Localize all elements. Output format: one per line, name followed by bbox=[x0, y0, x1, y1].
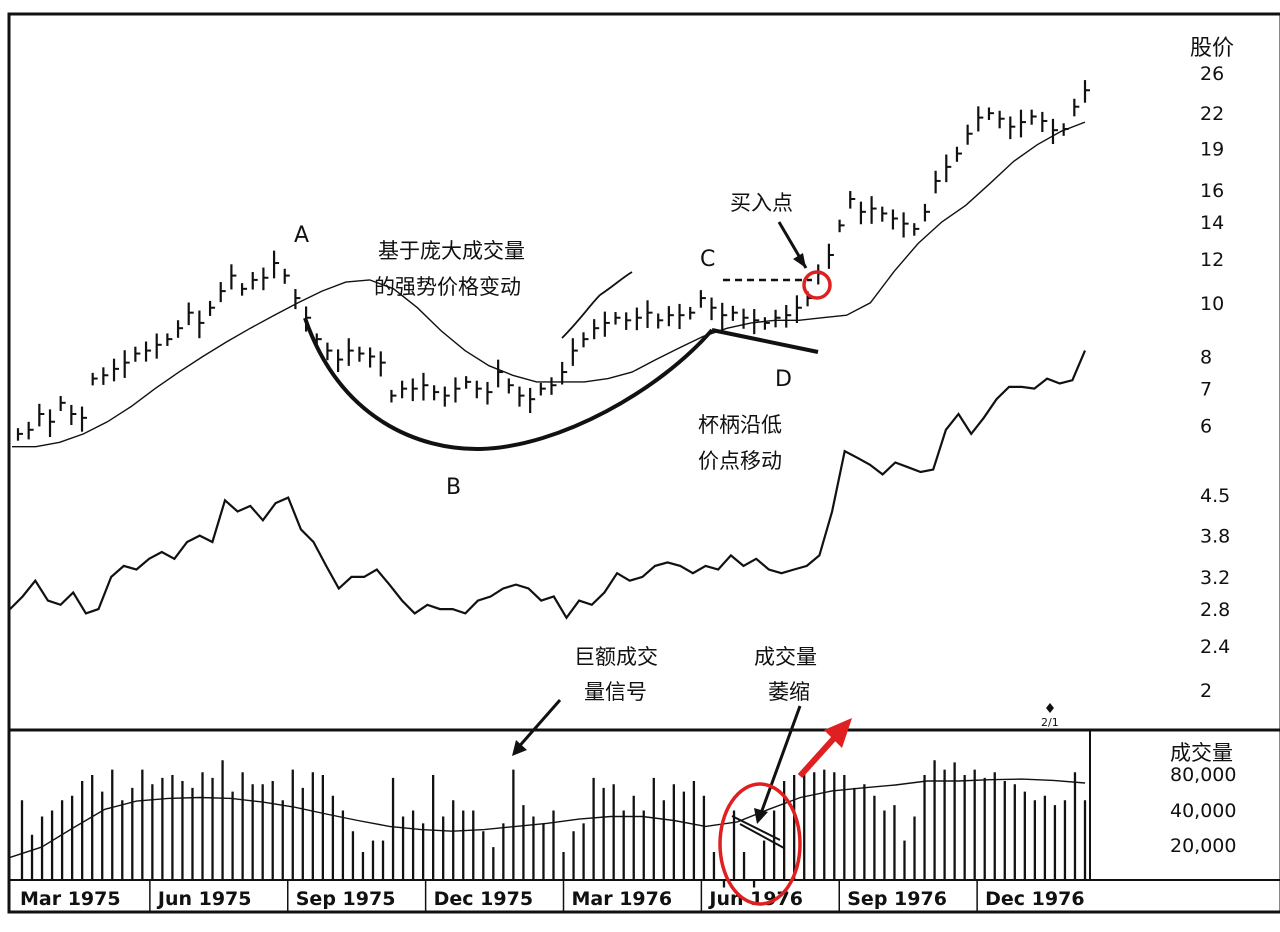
volume-dryup-note-line2: 萎缩 bbox=[768, 680, 810, 704]
date-tick-label: Mar 1976 bbox=[572, 888, 673, 910]
price-bars bbox=[16, 80, 1090, 441]
volume-axis-title: 成交量 bbox=[1170, 741, 1233, 765]
date-tick-label: Jun 1976 bbox=[707, 888, 803, 910]
price-tick-label: 16 bbox=[1200, 180, 1224, 202]
strong-move-note-line1: 基于庞大成交量 bbox=[378, 239, 525, 263]
volume-ma-layer bbox=[9, 778, 1086, 859]
volume-panel-frame bbox=[7, 728, 1280, 914]
date-tick-label: Dec 1975 bbox=[434, 888, 533, 910]
buy-point-note: 买入点 bbox=[730, 191, 793, 215]
price-tick-label: 3.2 bbox=[1200, 567, 1230, 589]
price-tick-label: 14 bbox=[1200, 212, 1224, 234]
volume-decline-line-1 bbox=[731, 815, 781, 841]
volume-axis-ticks: 80,000 40,000 20,000 bbox=[1170, 764, 1236, 857]
volume-tick-label: 40,000 bbox=[1170, 800, 1236, 822]
volume-signal-note-line1: 巨额成交 bbox=[574, 645, 658, 669]
volume-signal-arrowhead bbox=[512, 740, 527, 756]
breakout-volume-arrow bbox=[797, 733, 839, 779]
price-tick-label: 26 bbox=[1200, 63, 1224, 85]
date-marker-label: 2/1 bbox=[1041, 716, 1059, 729]
date-tick-label: Sep 1976 bbox=[847, 888, 947, 910]
breakout-volume-arrowhead bbox=[824, 718, 852, 748]
price-tick-label: 3.8 bbox=[1200, 526, 1230, 548]
volume-dryup-arrow bbox=[758, 705, 802, 817]
volume-tick-label: 20,000 bbox=[1170, 835, 1236, 857]
price-tick-label: 2 bbox=[1200, 680, 1212, 702]
price-axis-title: 股价 bbox=[1190, 36, 1234, 61]
date-marker-diamond bbox=[1046, 703, 1054, 713]
volume-moving-average-line bbox=[9, 778, 1086, 859]
volume-dryup-note-line1: 成交量 bbox=[754, 645, 817, 669]
price-axis-ticks: 26 22 19 16 14 12 10 8 7 6 4.5 3.8 3.2 2.8 2.4 2 bbox=[1200, 63, 1230, 702]
price-tick-label: 6 bbox=[1200, 416, 1212, 438]
date-tick-label: Mar 1975 bbox=[20, 888, 121, 910]
date-axis-ticks: Mar 1975 Jun 1975 Sep 1975 Dec 1975 Mar 1976… bbox=[20, 880, 1085, 912]
relative-strength-layer bbox=[9, 350, 1087, 620]
handle-note-line1: 杯柄沿低 bbox=[698, 413, 782, 437]
volume-decline-line-2 bbox=[739, 823, 785, 849]
price-tick-label: 2.8 bbox=[1200, 599, 1230, 621]
buy-point-circle bbox=[802, 270, 832, 300]
strength-stroke-mark bbox=[561, 271, 633, 339]
price-tick-label: 4.5 bbox=[1200, 485, 1230, 507]
date-tick-label: Jun 1975 bbox=[156, 888, 252, 910]
volume-bars bbox=[20, 760, 1087, 888]
handle-note-line2: 价点移动 bbox=[698, 449, 782, 473]
volume-signal-arrow bbox=[514, 699, 562, 751]
point-b-label: B bbox=[446, 475, 461, 500]
price-panel-frame bbox=[7, 12, 1280, 732]
price-tick-label: 22 bbox=[1200, 103, 1224, 125]
point-c-label: C bbox=[700, 247, 715, 272]
volume-signal-note-line2: 量信号 bbox=[584, 680, 647, 704]
moving-average-line bbox=[12, 121, 1086, 448]
strong-move-note-line2: 的强势价格变动 bbox=[374, 275, 521, 299]
relative-strength-line bbox=[9, 350, 1087, 620]
point-a-label: A bbox=[294, 223, 309, 248]
price-tick-label: 8 bbox=[1200, 347, 1212, 369]
price-tick-label: 19 bbox=[1200, 138, 1224, 160]
handle-line bbox=[711, 328, 819, 354]
buy-point-arrowhead bbox=[793, 253, 806, 268]
moving-average-layer bbox=[12, 121, 1086, 448]
point-d-label: D bbox=[775, 367, 792, 392]
price-tick-label: 12 bbox=[1200, 249, 1224, 271]
volume-tick-label: 80,000 bbox=[1170, 764, 1236, 786]
volume-dryup-ellipse bbox=[718, 782, 802, 906]
date-tick-label: Dec 1976 bbox=[985, 888, 1084, 910]
price-tick-label: 2.4 bbox=[1200, 636, 1230, 658]
price-tick-label: 10 bbox=[1200, 293, 1224, 315]
volume-dryup-arrowhead bbox=[754, 808, 768, 824]
cup-curve bbox=[303, 317, 714, 452]
price-tick-label: 7 bbox=[1200, 379, 1212, 401]
date-tick-label: Sep 1975 bbox=[296, 888, 396, 910]
